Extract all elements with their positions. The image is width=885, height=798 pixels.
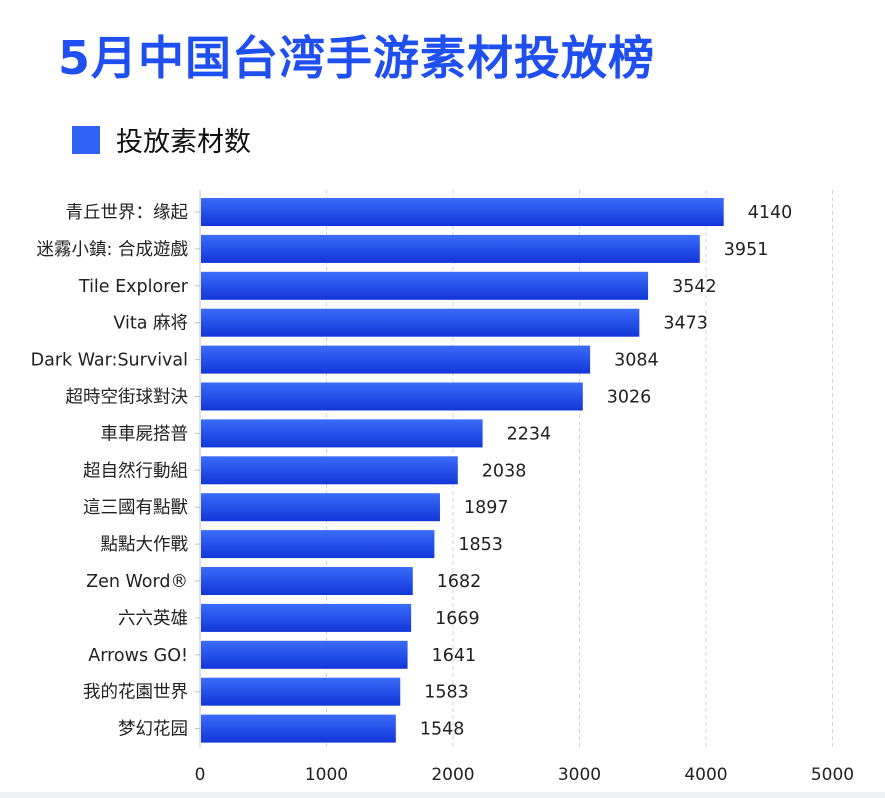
category-label: Vita 麻将: [113, 314, 188, 334]
value-label: 2234: [507, 424, 552, 444]
bar: [201, 308, 640, 337]
category-label: Zen Word®: [86, 572, 188, 592]
x-tick-label: 5000: [811, 765, 854, 785]
category-label: Tile Explorer: [78, 277, 189, 297]
bar: [201, 530, 435, 559]
value-label: 1669: [435, 609, 480, 629]
bar: [201, 345, 591, 374]
bar: [201, 271, 649, 300]
value-label: 1897: [464, 498, 509, 518]
category-label: Arrows GO!: [88, 646, 188, 666]
category-label: 六六英雄: [118, 609, 188, 629]
x-tick-label: 1000: [305, 765, 348, 785]
bar: [201, 234, 700, 263]
legend-swatch: [72, 125, 100, 154]
value-label: 3473: [663, 314, 708, 334]
value-label: 4140: [748, 203, 793, 223]
category-label: Dark War:Survival: [31, 351, 188, 371]
value-label: 1853: [458, 535, 503, 555]
value-label: 1641: [432, 646, 477, 666]
bar: [201, 493, 440, 522]
bar: [201, 419, 483, 448]
category-label: 這三國有點獸: [83, 498, 188, 518]
legend: 投放素材数: [72, 120, 251, 159]
category-label: 車車屍搭普: [101, 424, 189, 444]
bar: [201, 677, 401, 706]
bar: [201, 640, 408, 669]
legend-label: 投放素材数: [116, 127, 251, 158]
bar: [201, 382, 583, 411]
x-tick-label: 4000: [684, 765, 727, 785]
x-tick-label: 3000: [558, 765, 601, 785]
bar: [201, 456, 458, 485]
value-label: 3084: [614, 351, 659, 371]
value-label: 1548: [420, 720, 465, 740]
bar: [201, 714, 396, 743]
category-label: 點點大作戰: [101, 535, 189, 555]
x-tick-label: 0: [195, 765, 206, 785]
bottom-border: [0, 792, 885, 798]
chart-title: 5月中国台湾手游素材投放榜: [58, 31, 656, 85]
value-label: 1583: [424, 683, 469, 703]
value-label: 3026: [607, 388, 652, 408]
category-label: 梦幻花园: [118, 720, 188, 740]
value-label: 3542: [672, 277, 717, 297]
category-label: 超自然行動組: [83, 461, 188, 481]
bar: [201, 603, 412, 632]
bar: [201, 198, 724, 226]
category-label: 青丘世界：缘起: [66, 203, 189, 223]
x-tick-label: 2000: [431, 765, 474, 785]
category-label: 我的花園世界: [83, 683, 188, 703]
bar: [201, 567, 413, 595]
value-label: 2038: [482, 461, 527, 481]
value-label: 3951: [724, 240, 769, 260]
value-label: 1682: [437, 572, 482, 592]
category-label: 超時空街球對決: [66, 388, 189, 408]
category-label: 迷霧小鎮: 合成遊戲: [37, 240, 189, 260]
